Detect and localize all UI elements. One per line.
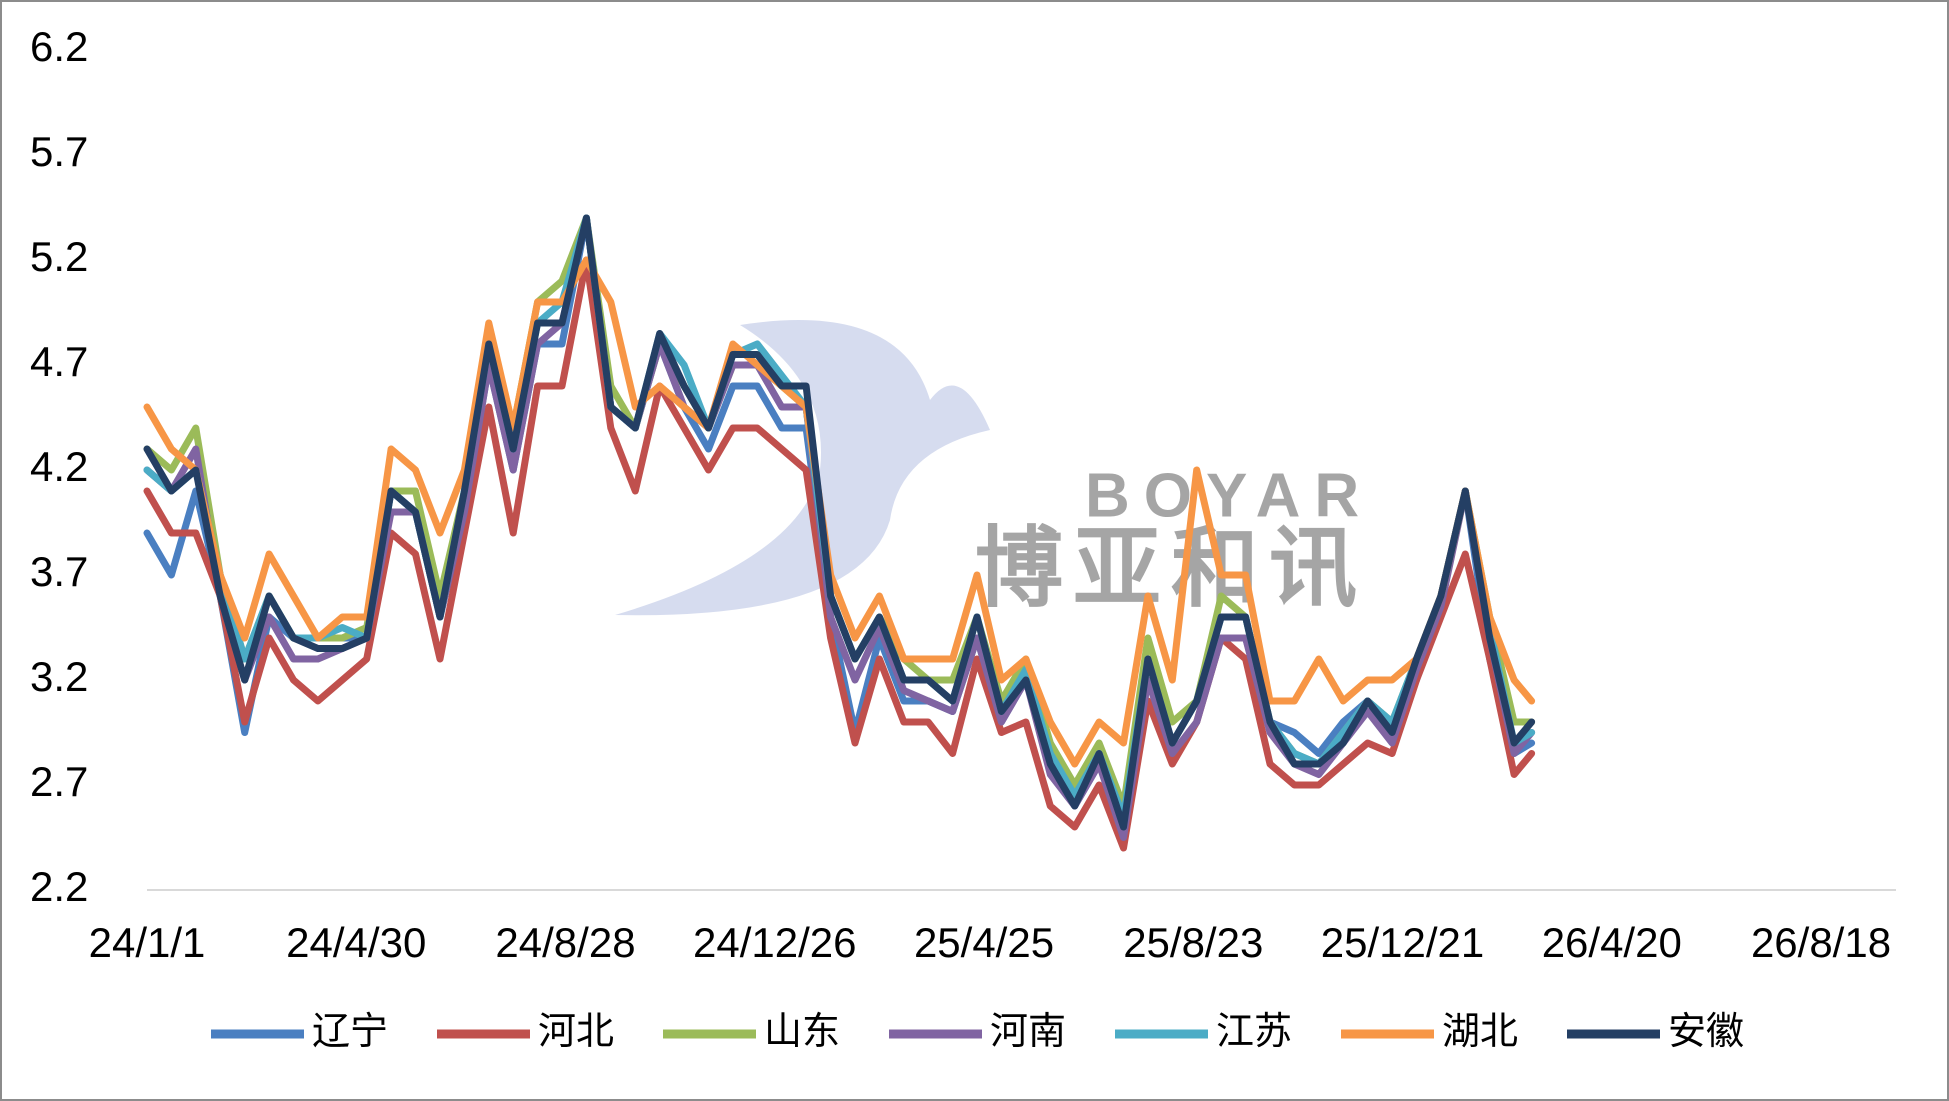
y-tick-label: 5.7 <box>30 128 88 175</box>
legend-label: 安徽 <box>1668 1011 1744 1053</box>
legend-label: 河南 <box>990 1011 1066 1053</box>
x-tick-label: 26/8/18 <box>1751 919 1891 966</box>
legend-label: 辽宁 <box>312 1011 388 1053</box>
legend-label: 山东 <box>764 1011 840 1053</box>
y-tick-label: 3.7 <box>30 548 88 595</box>
x-tick-label: 24/4/30 <box>286 919 426 966</box>
y-tick-label: 4.7 <box>30 338 88 385</box>
y-tick-label: 2.7 <box>30 758 88 805</box>
y-tick-label: 4.2 <box>30 443 88 490</box>
y-tick-label: 6.2 <box>30 23 88 70</box>
x-tick-label: 25/12/21 <box>1321 919 1485 966</box>
legend-label: 河北 <box>538 1011 614 1053</box>
x-tick-label: 24/12/26 <box>693 919 857 966</box>
x-tick-label: 24/1/1 <box>89 919 206 966</box>
series-line <box>143 214 1536 831</box>
y-tick-label: 2.2 <box>30 863 88 910</box>
x-tick-label: 25/8/23 <box>1123 919 1263 966</box>
legend-label: 江苏 <box>1216 1011 1292 1053</box>
watermark-logo <box>615 320 990 616</box>
watermark-text: BOYAR <box>1085 461 1373 530</box>
y-tick-label: 3.2 <box>30 653 88 700</box>
legend-label: 湖北 <box>1442 1011 1518 1053</box>
x-tick-label: 25/4/25 <box>914 919 1054 966</box>
series-line <box>143 256 1536 852</box>
y-tick-label: 5.2 <box>30 233 88 280</box>
watermark: BOYAR 博亚和讯 <box>615 320 1373 617</box>
x-tick-label: 26/4/20 <box>1542 919 1682 966</box>
series-line <box>143 256 1536 768</box>
watermark-text: 博亚和讯 <box>975 518 1367 617</box>
x-tick-label: 24/8/28 <box>495 919 635 966</box>
